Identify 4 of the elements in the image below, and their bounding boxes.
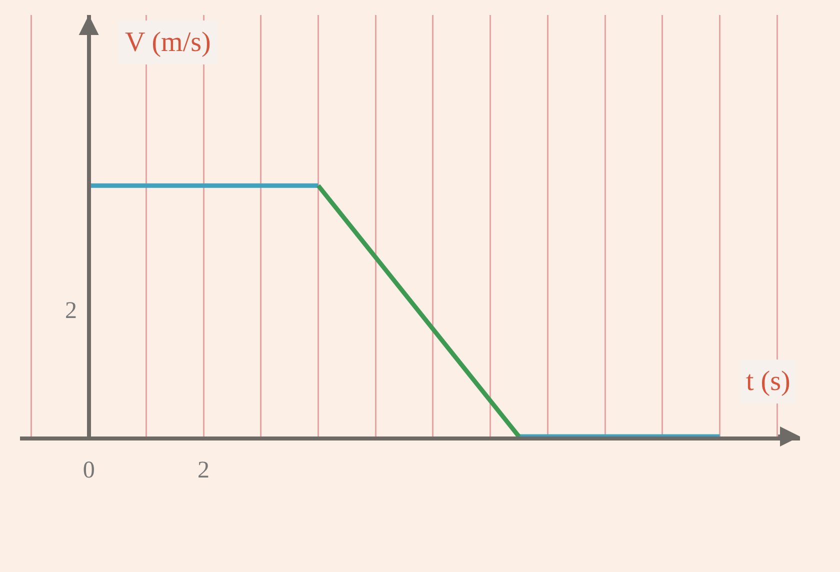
x-tick-label: 0 <box>82 457 95 484</box>
y-axis-title: V (m/s) <box>125 27 211 58</box>
x-axis-title: t (s) <box>746 366 790 397</box>
annotation: 2 <box>65 298 77 324</box>
